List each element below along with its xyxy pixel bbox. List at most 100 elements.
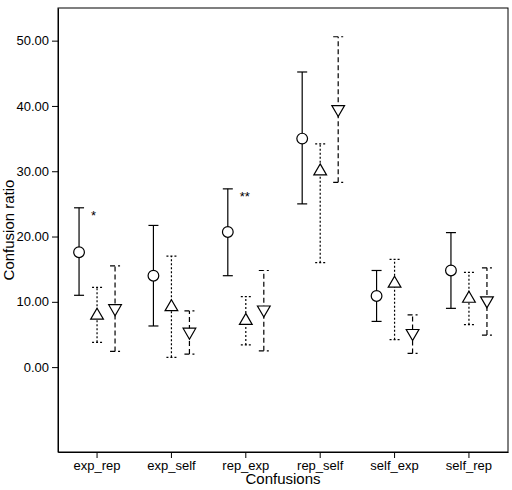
x-tick-mark	[394, 452, 395, 458]
annotation: *	[91, 208, 96, 223]
error-bar	[148, 225, 158, 326]
x-tick-mark	[245, 452, 246, 458]
annotation: **	[240, 189, 250, 204]
error-bar-cap	[464, 324, 474, 325]
x-tick-mark	[468, 452, 469, 458]
series	[109, 37, 494, 354]
error-bar-cap	[223, 275, 233, 276]
y-tick-label: 50.00	[16, 33, 49, 48]
error-bar	[446, 233, 456, 309]
error-bar-cap	[446, 232, 456, 233]
plot-frame	[58, 8, 508, 452]
error-bar-cap	[390, 339, 400, 340]
marker	[314, 164, 327, 175]
marks	[74, 37, 494, 358]
marker	[148, 270, 159, 281]
error-bar-cap	[482, 267, 492, 268]
y-tick: 40.00	[16, 99, 58, 114]
error-bar-cap	[241, 344, 251, 345]
error-bar-cap	[408, 353, 418, 354]
y-tick: 50.00	[16, 33, 58, 48]
error-bar-cap	[110, 351, 120, 352]
error-bar-cap	[148, 325, 158, 326]
x-tick: self_exp	[370, 452, 418, 473]
y-tick-label: 0.00	[24, 360, 49, 375]
x-tick-label: self_rep	[446, 458, 492, 473]
x-axis-title: Confusions	[245, 470, 320, 487]
marker	[388, 276, 401, 287]
error-bar-cap	[92, 287, 102, 288]
error-bar-cap	[390, 259, 400, 260]
error-bar-cap	[482, 335, 492, 336]
error-bar-cap	[464, 272, 474, 273]
y-tick-mark	[52, 41, 58, 42]
y-tick: 30.00	[16, 164, 58, 179]
error-bar-cap	[408, 314, 418, 315]
error-bar-cap	[297, 71, 307, 72]
error-bar-cap	[74, 295, 84, 296]
y-tick-mark	[52, 302, 58, 303]
x-tick-mark	[320, 452, 321, 458]
marker	[74, 247, 85, 258]
marker	[463, 291, 476, 302]
marker	[109, 305, 122, 316]
error-bar	[297, 72, 307, 204]
error-bar	[372, 270, 382, 321]
y-axis: 0.00 10.00 20.00 30.00 40.00 50.00	[16, 9, 58, 453]
plot-area: 0.00 10.00 20.00 30.00 40.00 50.00 exp_rep exp_…	[16, 8, 508, 473]
marker	[371, 291, 382, 302]
error-bar	[315, 144, 325, 263]
x-tick-label: self_exp	[370, 458, 418, 473]
error-bar-cap	[259, 350, 269, 351]
y-tick-mark	[52, 367, 58, 368]
marker	[446, 265, 457, 276]
y-tick-label: 30.00	[16, 164, 49, 179]
chart-container: 0.00 10.00 20.00 30.00 40.00 50.00 exp_rep exp_…	[0, 0, 512, 490]
error-bar-cap	[241, 296, 251, 297]
error-bar	[74, 208, 84, 295]
y-tick-label: 20.00	[16, 229, 49, 244]
y-tick-label: 10.00	[16, 294, 49, 309]
error-bar-stem	[394, 259, 395, 339]
error-bar-cap	[92, 342, 102, 343]
y-tick-label: 40.00	[16, 99, 49, 114]
error-bar	[223, 189, 233, 276]
series	[74, 72, 457, 326]
error-bar	[390, 259, 400, 339]
error-bar-cap	[446, 308, 456, 309]
error-bar-cap	[166, 357, 176, 358]
error-bar-cap	[333, 182, 343, 183]
error-bar-cap	[333, 36, 343, 37]
error-bar-cap	[223, 188, 233, 189]
marker	[222, 227, 233, 238]
y-tick-mark	[52, 237, 58, 238]
x-axis-line	[59, 452, 509, 453]
marker	[481, 297, 494, 308]
marker	[257, 306, 270, 317]
x-tick-label: exp_rep	[74, 458, 121, 473]
error-bar-cap	[184, 310, 194, 311]
marker	[91, 308, 104, 319]
error-bar-cap	[74, 207, 84, 208]
y-axis-title: Confusion ratio	[0, 180, 17, 281]
error-bar-cap	[184, 353, 194, 354]
error-bar-cap	[315, 262, 325, 263]
error-bar-cap	[315, 143, 325, 144]
x-tick-mark	[97, 452, 98, 458]
error-bar-cap	[110, 265, 120, 266]
x-tick: exp_self	[147, 452, 196, 473]
marker	[297, 133, 308, 144]
x-tick-label: exp_self	[147, 458, 196, 473]
y-tick: 10.00	[16, 294, 58, 309]
y-tick-mark	[52, 106, 58, 107]
marker	[183, 328, 196, 339]
error-bar-cap	[148, 225, 158, 226]
x-tick-mark	[171, 452, 172, 458]
error-bar-cap	[372, 321, 382, 322]
marker	[239, 313, 252, 324]
y-tick: 20.00	[16, 229, 58, 244]
x-tick: self_rep	[446, 452, 492, 473]
y-axis-line	[58, 9, 59, 453]
series	[91, 144, 476, 358]
marker	[332, 106, 345, 117]
